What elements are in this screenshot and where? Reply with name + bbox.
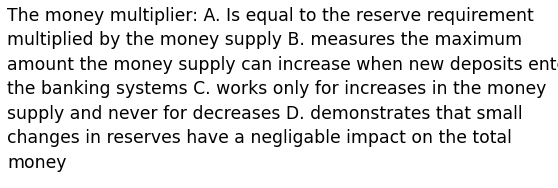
Text: The money multiplier: A. Is equal to the reserve requirement
multiplied by the m: The money multiplier: A. Is equal to the… xyxy=(7,7,558,172)
